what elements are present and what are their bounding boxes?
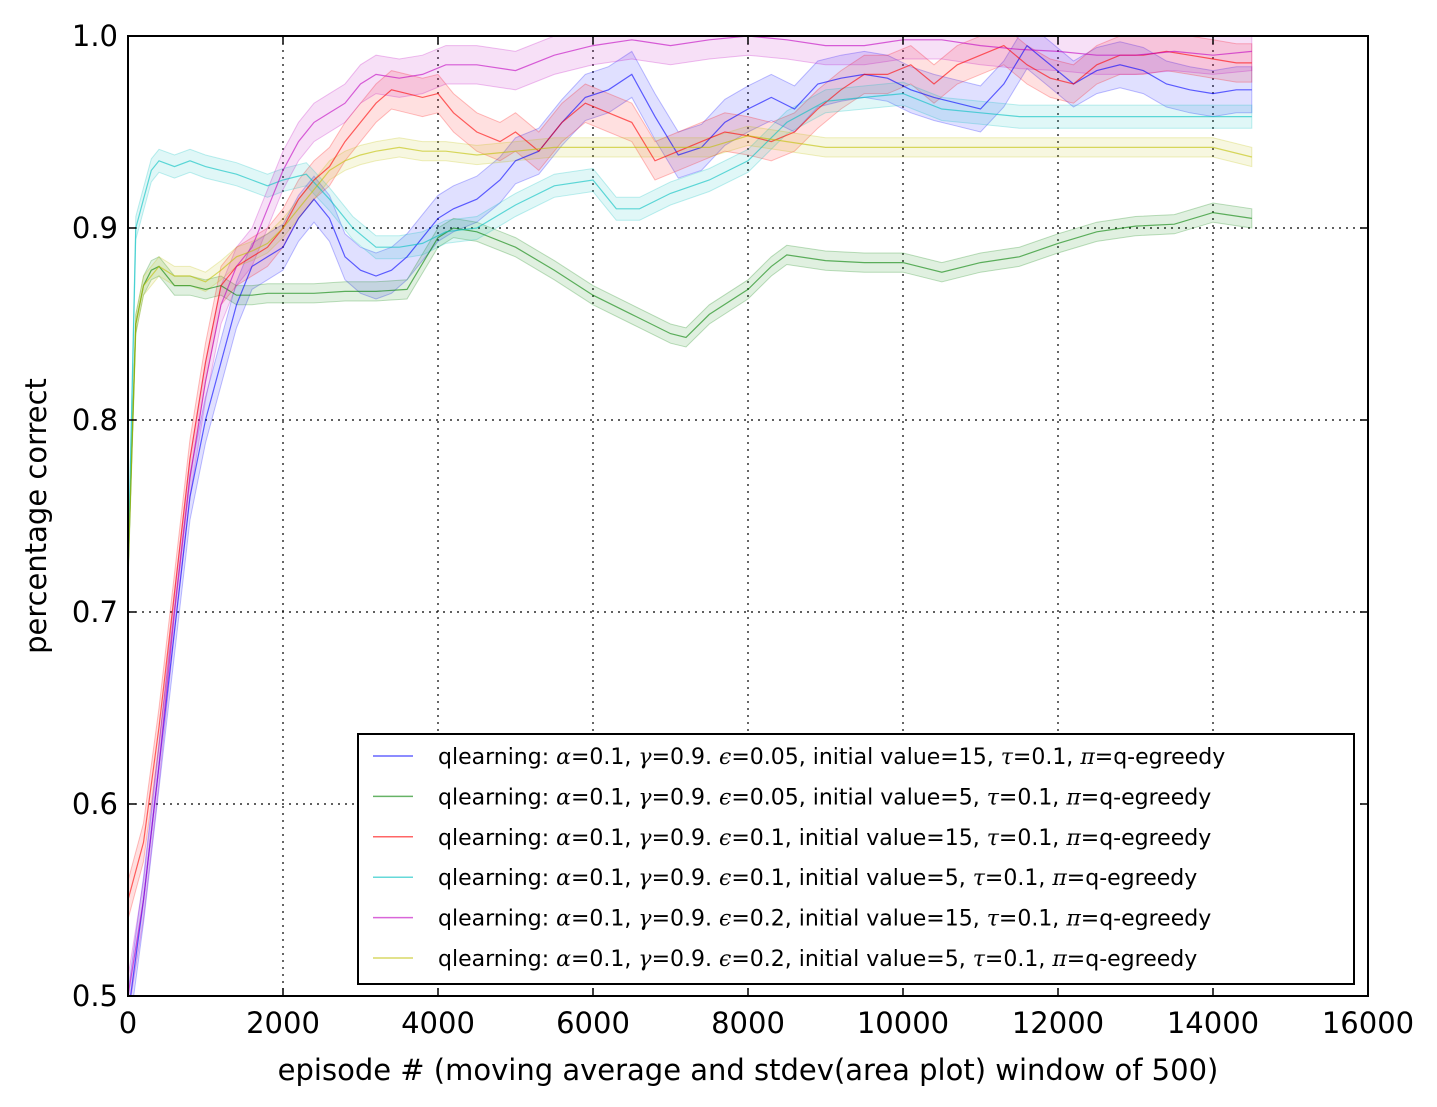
x-tick-label: 6000: [556, 1006, 630, 1040]
x-tick-label: 4000: [401, 1006, 475, 1040]
legend-label-3: qlearning: α=0.1, γ=0.9. ϵ=0.1, initial …: [438, 826, 1211, 851]
y-tick-label: 0.6: [72, 787, 118, 821]
legend-label-4: qlearning: α=0.1, γ=0.9. ϵ=0.1, initial …: [438, 866, 1197, 891]
stdev-band-1: [128, 36, 1253, 996]
series-lines: [128, 36, 1252, 996]
stdev-band-4: [128, 81, 1253, 586]
axis-ticks: 0 2000 4000 6000 8000 10000 12000 14000 16000 0.5…: [72, 19, 1414, 1040]
y-axis-label: percentage correct: [19, 378, 53, 654]
legend-box: [357, 733, 1355, 985]
stdev-band-2: [128, 202, 1253, 584]
x-tick-label: 14000: [1167, 1006, 1259, 1040]
series-line-5: [128, 36, 1252, 996]
series-line-4: [128, 92, 1252, 574]
series-line-1: [129, 44, 1252, 996]
legend-label-2: qlearning: α=0.1, γ=0.9. ϵ=0.05, initial…: [438, 785, 1211, 810]
x-tick-label: 8000: [711, 1006, 785, 1040]
legend-label-6: qlearning: α=0.1, γ=0.9. ϵ=0.2, initial …: [438, 947, 1197, 972]
series-line-2: [128, 211, 1252, 574]
legend: qlearning: α=0.1, γ=0.9. ϵ=0.05, initial…: [357, 733, 1355, 985]
y-tick-label: 0.8: [72, 403, 118, 437]
y-tick-label: 1.0: [72, 19, 118, 53]
y-tick-label: 0.9: [72, 211, 118, 245]
legend-label-1: qlearning: α=0.1, γ=0.9. ϵ=0.05, initial…: [438, 745, 1225, 770]
x-tick-label: 12000: [1012, 1006, 1104, 1040]
legend-label-5: qlearning: α=0.1, γ=0.9. ϵ=0.2, initial …: [438, 907, 1211, 932]
series-line-6: [128, 135, 1252, 574]
x-tick-label: 10000: [857, 1006, 949, 1040]
x-tick-label: 0: [119, 1006, 137, 1040]
series-line-3: [128, 44, 1252, 901]
stdev-band-3: [128, 36, 1253, 920]
x-tick-label: 2000: [246, 1006, 320, 1040]
x-axis-label: episode # (moving average and stdev(area…: [278, 1053, 1219, 1087]
y-tick-label: 0.5: [72, 979, 118, 1013]
y-tick-label: 0.7: [72, 595, 118, 629]
stdev-band-5: [128, 36, 1253, 996]
x-tick-label: 16000: [1322, 1006, 1414, 1040]
